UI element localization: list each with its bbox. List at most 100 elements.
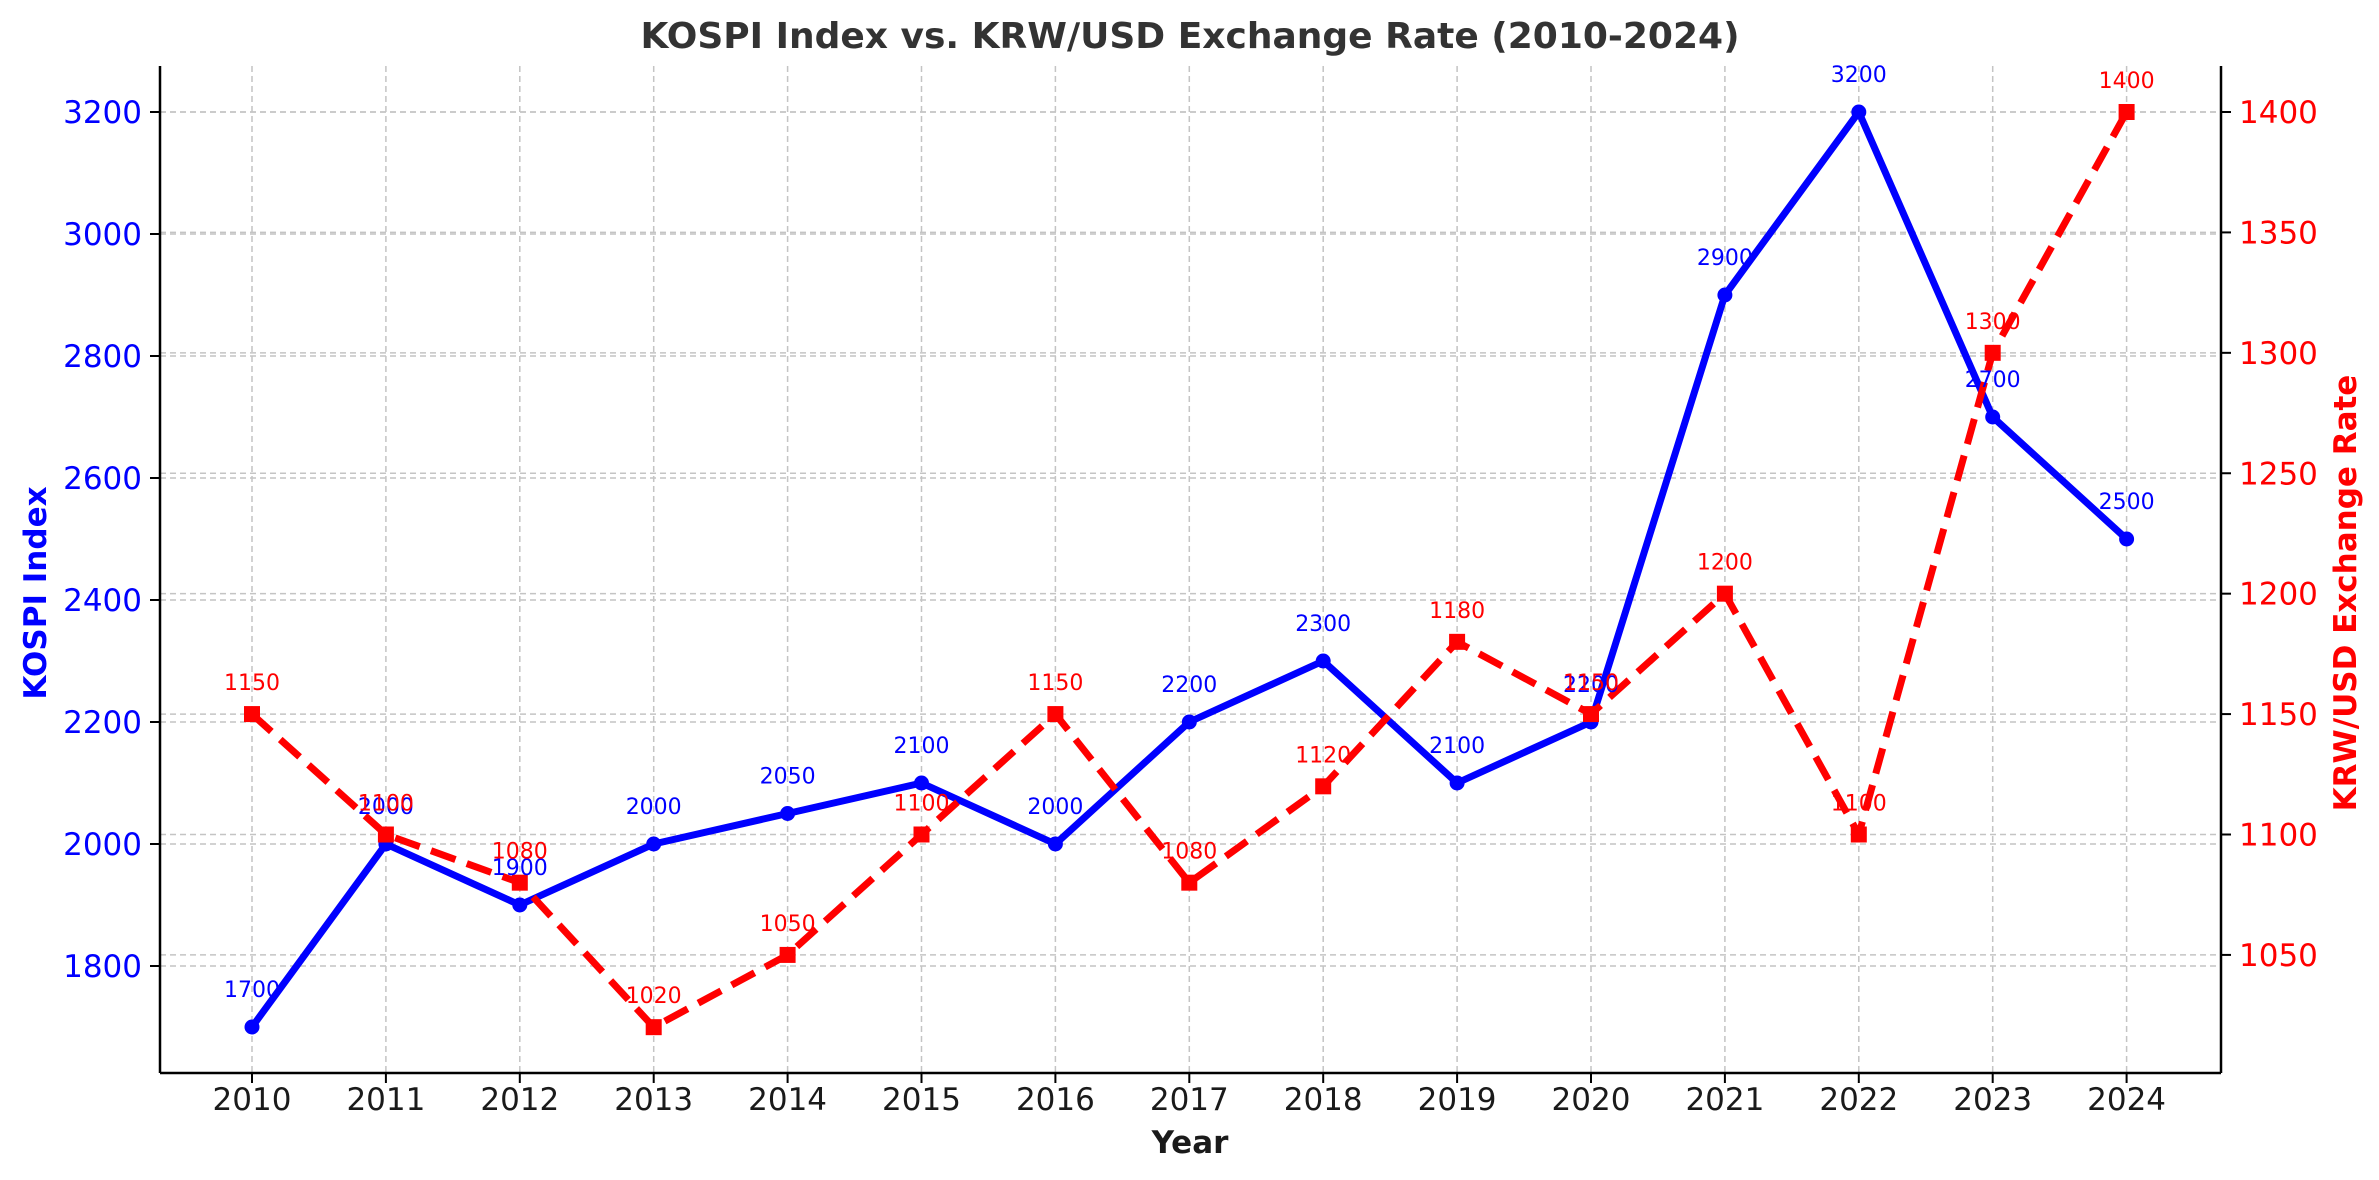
- exchange-rate-point: [2118, 104, 2135, 120]
- exchange-rate-data-label: 1120: [1295, 743, 1351, 768]
- x-tick-label: 2022: [1819, 1082, 1898, 1118]
- exchange-rate-data-label: 1150: [224, 671, 280, 696]
- exchange-rate-data-label: 1100: [894, 792, 950, 817]
- kospi-data-label: 2100: [1429, 734, 1485, 759]
- chart-title: KOSPI Index vs. KRW/USD Exchange Rate (2…: [640, 16, 1739, 57]
- left-y-tick-label: 2800: [63, 339, 142, 375]
- exchange-rate-point: [779, 946, 796, 963]
- kospi-data-label: 2200: [1161, 673, 1217, 698]
- exchange-rate-data-label: 1100: [1831, 792, 1887, 817]
- left-y-axis-title: KOSPI Index: [18, 486, 54, 699]
- exchange-rate-data-label: 1020: [626, 984, 682, 1009]
- right-y-tick-label: 1100: [2239, 818, 2318, 854]
- exchange-rate-point: [1181, 874, 1198, 891]
- exchange-rate-point: [244, 706, 260, 723]
- kospi-point: [1717, 287, 1733, 303]
- kospi-point: [1315, 653, 1331, 669]
- kospi-data-label: 2000: [358, 795, 414, 820]
- ticks: 2010 2011 2012 2013 2014 2015 2016 2017 2018 2019…: [63, 95, 2318, 1118]
- kospi-data-label: 2000: [1027, 795, 1083, 820]
- kospi-data-label: 2900: [1697, 246, 1753, 271]
- kospi-point: [780, 806, 796, 821]
- kospi-data-label: 2100: [894, 734, 950, 759]
- right-y-tick-label: 1300: [2239, 336, 2318, 372]
- x-axis-title: Year: [1151, 1125, 1230, 1161]
- left-y-tick-label: 1800: [63, 949, 142, 985]
- x-tick-label: 2021: [1685, 1082, 1764, 1118]
- exchange-rate-data-label: 1400: [2099, 69, 2155, 94]
- exchange-rate-point: [1047, 706, 1064, 723]
- exchange-rate-point: [511, 874, 528, 891]
- x-tick-label: 2011: [346, 1082, 425, 1118]
- kospi-data-label: 3200: [1831, 63, 1887, 88]
- exchange-rate-point: [1984, 344, 2001, 361]
- axes: [158, 66, 2223, 1075]
- kospi-data-label: 2500: [2099, 490, 2155, 515]
- data-labels: 1700 2000 1900 2000 2050 2100 2000 2200 2300 2100…: [224, 63, 2155, 1009]
- x-tick-label: 2012: [480, 1082, 559, 1118]
- exchange-rate-data-label: 1080: [1161, 840, 1217, 865]
- kospi-data-label: 2050: [760, 765, 816, 790]
- right-y-tick-label: 1250: [2239, 456, 2318, 492]
- left-y-tick-label: 2000: [63, 827, 142, 863]
- exchange-rate-data-label: 1080: [492, 840, 548, 865]
- x-tick-label: 2023: [1953, 1082, 2032, 1118]
- exchange-rate-data-label: 1150: [1027, 671, 1083, 696]
- kospi-point: [1181, 714, 1197, 730]
- x-tick-label: 2015: [882, 1082, 961, 1118]
- exchange-rate-point: [1716, 585, 1733, 602]
- x-tick-label: 2014: [748, 1082, 827, 1118]
- kospi-point: [1985, 409, 2001, 425]
- kospi-point: [914, 775, 929, 791]
- exchange-rate-data-label: 1050: [760, 912, 816, 937]
- kospi-data-label: 2300: [1295, 612, 1351, 637]
- x-tick-label: 2010: [213, 1082, 292, 1118]
- kospi-point: [1851, 104, 1867, 120]
- exchange-rate-point: [1315, 778, 1332, 795]
- left-y-tick-label: 2200: [63, 705, 142, 741]
- right-y-tick-label: 1350: [2239, 215, 2318, 251]
- exchange-rate-point: [1583, 706, 1599, 723]
- exchange-rate-point: [1449, 633, 1466, 650]
- x-tick-label: 2019: [1418, 1082, 1497, 1118]
- x-tick-label: 2016: [1016, 1082, 1095, 1118]
- grid: [160, 66, 2221, 1073]
- exchange-rate-data-label: 1150: [1563, 671, 1619, 696]
- kospi-data-label: 1700: [224, 978, 280, 1003]
- right-y-axis-title: KRW/USD Exchange Rate: [2328, 375, 2364, 812]
- exchange-rate-data-label: 1100: [358, 792, 414, 817]
- left-y-tick-label: 2600: [63, 461, 142, 497]
- right-y-tick-label: 1050: [2239, 938, 2318, 974]
- x-tick-label: 2020: [1552, 1082, 1631, 1118]
- left-y-tick-label: 3200: [63, 95, 142, 131]
- exchange-rate-point: [1850, 826, 1867, 843]
- left-y-tick-label: 3000: [63, 217, 142, 253]
- kospi-point: [1449, 775, 1465, 791]
- kospi-point: [244, 1019, 260, 1035]
- kospi-data-label: 2700: [1965, 368, 2021, 393]
- x-tick-label: 2013: [614, 1082, 693, 1118]
- kospi-point: [646, 836, 662, 852]
- kospi-data-label: 1900: [492, 856, 548, 881]
- exchange-rate-data-label: 1200: [1697, 551, 1753, 576]
- kospi-data-label: 2200: [1563, 673, 1619, 698]
- exchange-rate-data-label: 1180: [1429, 599, 1485, 624]
- exchange-rate-point: [377, 826, 394, 843]
- exchange-rate-line: [249, 110, 2130, 1031]
- kospi-data-label: 2000: [626, 795, 682, 820]
- right-y-tick-label: 1200: [2239, 577, 2318, 613]
- exchange-rate-point: [913, 826, 930, 843]
- kospi-point: [512, 897, 528, 913]
- x-tick-label: 2024: [2087, 1082, 2166, 1118]
- kospi-point: [1047, 836, 1063, 852]
- right-y-tick-label: 1150: [2239, 697, 2318, 733]
- series: [244, 104, 2135, 1036]
- x-tick-label: 2018: [1284, 1082, 1363, 1118]
- exchange-rate-point: [645, 1019, 662, 1036]
- exchange-rate-data-label: 1300: [1965, 310, 2021, 335]
- right-y-tick-label: 1400: [2239, 95, 2318, 131]
- x-tick-label: 2017: [1150, 1082, 1229, 1118]
- kospi-point: [2119, 531, 2135, 547]
- left-y-tick-label: 2400: [63, 583, 142, 619]
